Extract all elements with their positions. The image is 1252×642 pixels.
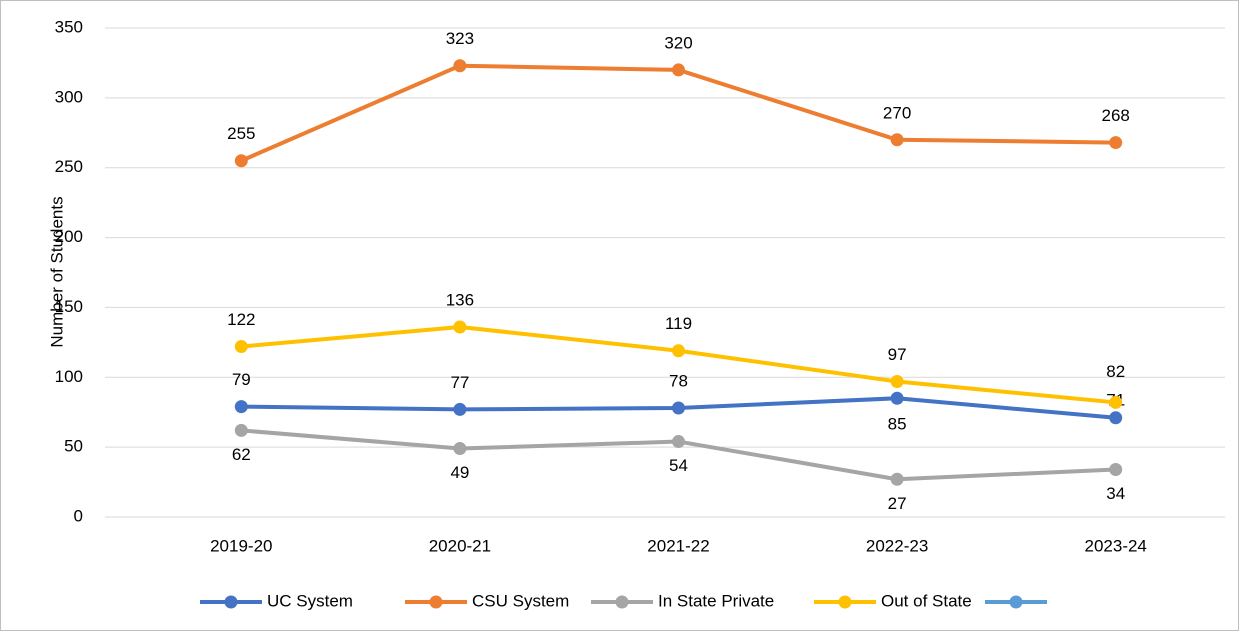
- data-label: 78: [669, 372, 688, 391]
- data-point: [672, 344, 685, 358]
- data-point: [890, 472, 904, 486]
- y-tick-label: 100: [55, 367, 83, 386]
- data-point: [672, 401, 685, 415]
- y-tick-label: 350: [55, 17, 83, 36]
- legend-marker: [224, 595, 238, 609]
- data-point: [453, 320, 467, 334]
- data-point: [672, 435, 685, 449]
- legend-label: Out of State: [881, 591, 972, 610]
- y-axis-title: Number of Students: [47, 196, 66, 347]
- data-label: 49: [450, 463, 469, 482]
- data-point: [453, 442, 467, 456]
- data-point: [234, 400, 248, 414]
- data-point: [453, 59, 467, 73]
- data-label: 122: [227, 310, 255, 329]
- data-label: 54: [669, 456, 688, 475]
- legend-marker: [1009, 595, 1023, 609]
- data-label: 79: [232, 370, 251, 389]
- data-point: [1109, 136, 1123, 150]
- data-label: 270: [883, 103, 911, 122]
- y-tick-label: 50: [64, 437, 83, 456]
- data-point: [890, 391, 904, 405]
- data-point: [234, 154, 248, 168]
- data-point: [234, 340, 248, 354]
- chart-frame: [0, 0, 1239, 631]
- data-label: 77: [450, 373, 469, 392]
- y-tick-label: 250: [55, 157, 83, 176]
- data-label: 255: [227, 124, 255, 143]
- y-tick-label: 0: [74, 506, 83, 525]
- data-label: 82: [1106, 362, 1125, 381]
- data-label: 62: [232, 445, 251, 464]
- data-point: [1109, 395, 1123, 409]
- data-label: 97: [888, 345, 907, 364]
- data-point: [234, 423, 248, 437]
- data-label: 85: [888, 415, 907, 434]
- data-point: [1109, 462, 1123, 476]
- data-label: 34: [1106, 484, 1125, 503]
- y-tick-label: 200: [55, 227, 83, 246]
- data-label: 268: [1102, 106, 1130, 125]
- data-point: [1109, 411, 1123, 425]
- x-tick-label: 2022-23: [866, 536, 928, 555]
- data-label: 136: [446, 290, 474, 309]
- data-label: 323: [446, 29, 474, 48]
- y-tick-label: 150: [55, 297, 83, 316]
- legend-label: UC System: [267, 591, 353, 610]
- data-point: [890, 133, 904, 147]
- data-point: [453, 402, 467, 416]
- legend-label: In State Private: [658, 591, 774, 610]
- data-label: 27: [888, 494, 907, 513]
- x-tick-label: 2021-22: [647, 536, 709, 555]
- legend-marker: [615, 595, 629, 609]
- legend-label: CSU System: [472, 591, 569, 610]
- x-tick-label: 2019-20: [210, 536, 272, 555]
- legend-marker: [838, 595, 852, 609]
- data-point: [890, 374, 904, 388]
- legend-marker: [429, 595, 443, 609]
- data-label: 320: [664, 33, 692, 52]
- x-tick-label: 2023-24: [1085, 536, 1147, 555]
- y-tick-label: 300: [55, 87, 83, 106]
- x-tick-label: 2020-21: [429, 536, 491, 555]
- data-point: [672, 63, 685, 77]
- data-label: 119: [665, 314, 692, 333]
